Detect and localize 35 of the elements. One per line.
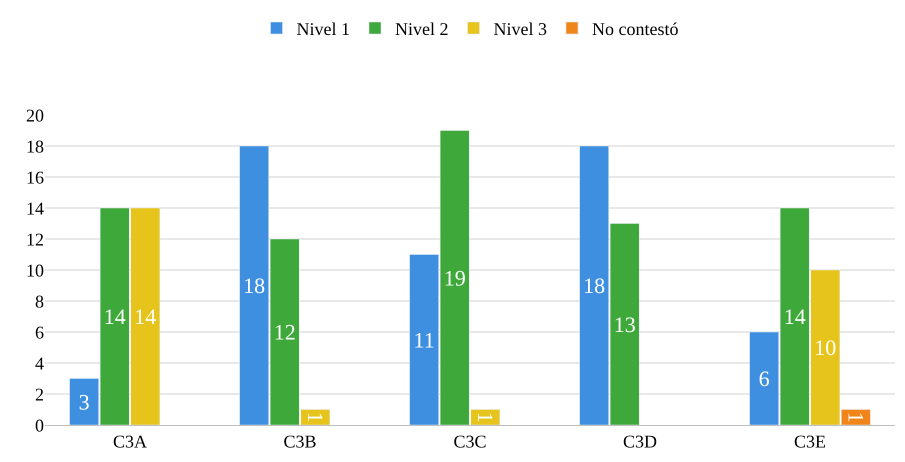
y-tick-label: 8 [35,291,44,312]
data-label: 14 [784,304,806,329]
data-label: 1 [472,412,498,423]
y-tick-label: 0 [35,415,44,436]
y-tick-label: 16 [26,167,44,188]
data-label: 11 [414,327,435,352]
data-label: 18 [583,273,606,298]
legend-label: Nivel 3 [494,19,547,40]
y-tick-label: 6 [35,322,44,342]
legend-label: Nivel 2 [395,19,448,40]
x-tick-label: C3D [622,432,658,452]
y-tick-label: 20 [26,105,44,126]
data-label: 18 [243,273,266,298]
data-label: 3 [78,389,90,414]
y-tick-label: 12 [26,229,44,250]
x-tick-label: C3E [794,432,826,452]
data-label: 13 [614,312,636,337]
x-tick-label: C3C [453,432,487,452]
data-label: 14 [104,304,126,329]
y-tick-label: 2 [35,384,44,404]
y-tick-label: 10 [26,260,44,280]
y-tick-label: 18 [26,136,44,156]
x-tick-label: C3B [283,432,317,452]
legend-label: Nivel 1 [296,19,350,40]
data-label: 19 [444,265,466,290]
data-label: 14 [134,304,156,329]
legend-label: No contestó [592,19,678,40]
y-tick-label: 14 [26,198,44,218]
data-label: 6 [758,366,770,391]
y-tick-label: 4 [35,353,44,374]
data-label: 12 [274,320,296,344]
data-label: 1 [302,412,328,423]
data-label: 1 [843,412,868,423]
data-label: 10 [814,335,836,360]
x-tick-label: C3A [112,432,148,452]
